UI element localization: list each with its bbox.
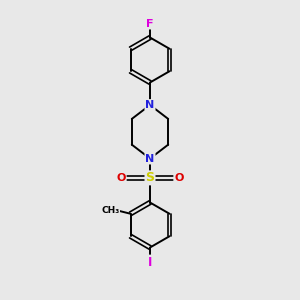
Text: CH₃: CH₃ (101, 206, 119, 215)
Text: N: N (146, 100, 154, 110)
Text: O: O (174, 173, 184, 183)
Text: N: N (146, 154, 154, 164)
Text: F: F (146, 19, 154, 28)
Text: O: O (116, 173, 126, 183)
Text: I: I (148, 256, 152, 268)
Text: S: S (146, 171, 154, 184)
